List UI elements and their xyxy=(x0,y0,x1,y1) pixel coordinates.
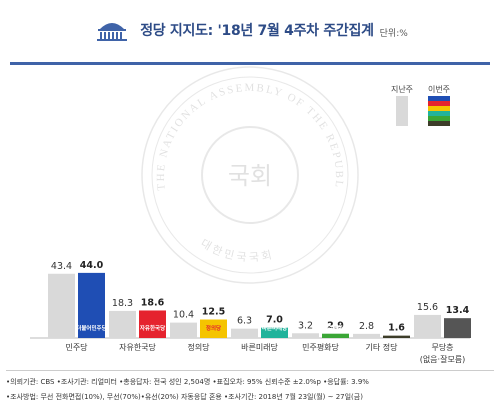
value-label-this-week: 44.0 xyxy=(80,260,104,271)
survey-notes: •의뢰기관: CBS •조사기관: 리얼미터 •총응답자: 전국 성인 2,50… xyxy=(6,370,494,410)
legend-color-band xyxy=(428,121,450,126)
bar-this-week xyxy=(261,327,288,338)
value-label-last-week: 10.4 xyxy=(173,310,194,321)
value-label-this-week: 2.9 xyxy=(327,321,344,332)
bar-last-week xyxy=(48,273,75,338)
category-label: 자유한국당 xyxy=(119,342,156,352)
header-divider xyxy=(10,62,490,65)
legend-this-week-swatch xyxy=(428,96,450,126)
bar-last-week xyxy=(231,328,258,338)
svg-text:THE NATIONAL ASSEMBLY OF THE R: THE NATIONAL ASSEMBLY OF THE REPUBLIC OF… xyxy=(0,0,345,191)
value-label-this-week: 1.6 xyxy=(388,323,405,334)
header: 정당 지지도: '18년 7월 4주차 주간집계 단위:% xyxy=(0,0,500,60)
watermark-seal: THE NATIONAL ASSEMBLY OF THE REPUBLIC OF… xyxy=(0,0,359,284)
bar-this-week xyxy=(200,319,227,338)
watermark-center-text: 국회 xyxy=(228,162,272,190)
category-label: 무당층 xyxy=(431,342,453,352)
value-label-this-week: 12.5 xyxy=(202,307,225,318)
party-logo-text: 더불어민주당 xyxy=(76,324,106,332)
party-logo-text: 정의당 xyxy=(206,324,221,332)
category-label: 민주당 xyxy=(65,342,88,352)
category-note-label: (없음·잘모름) xyxy=(420,355,466,364)
bar-this-week xyxy=(444,318,471,338)
watermark-ring-text: THE NATIONAL ASSEMBLY OF THE REPUBLIC OF… xyxy=(0,0,343,191)
value-label-last-week: 43.4 xyxy=(51,261,72,272)
notes-line-2: •조사방법: 무선 전화면접(10%), 무선(70%)•유선(20%) 자동응… xyxy=(6,393,363,401)
value-label-this-week: 18.6 xyxy=(141,297,165,308)
value-label-last-week: 2.8 xyxy=(359,321,374,332)
bar-this-week xyxy=(78,272,105,338)
value-label-last-week: 3.2 xyxy=(298,320,313,331)
category-label: 정의당 xyxy=(187,342,210,352)
category-label: 기타 정당 xyxy=(366,342,399,352)
legend-last-week-label: 지난주 xyxy=(391,85,413,94)
value-label-this-week: 13.4 xyxy=(446,305,470,316)
party-logo-text: 자유한국당 xyxy=(140,324,165,332)
legend-color-band xyxy=(428,106,450,111)
chart-area: THE NATIONAL ASSEMBLY OF THE REPUBLIC OF… xyxy=(0,0,471,364)
bar-last-week xyxy=(292,333,319,338)
legend-this-week-label: 이번주 xyxy=(428,84,450,94)
value-label-last-week: 6.3 xyxy=(237,316,252,327)
legend-color-band xyxy=(428,96,450,101)
party-logo-text: 바른미래당 xyxy=(262,324,287,332)
legend-color-band xyxy=(428,116,450,121)
bar-last-week xyxy=(414,314,441,338)
bar-this-week xyxy=(139,310,166,338)
legend: 지난주 이번주 xyxy=(391,84,450,126)
assembly-building-icon xyxy=(97,23,128,41)
bar-last-week xyxy=(170,322,197,338)
page-title: 정당 지지도: '18년 7월 4주차 주간집계 xyxy=(140,23,374,39)
bar-last-week xyxy=(109,310,136,338)
legend-color-band xyxy=(428,111,450,116)
value-label-this-week: 7.0 xyxy=(266,315,283,326)
svg-text:대한민국국회: 대한민국국회 xyxy=(198,237,276,265)
party-logo-text: 민주평화당 xyxy=(323,324,348,332)
legend-last-week-swatch xyxy=(396,96,408,126)
category-label: 민주평화당 xyxy=(302,342,339,352)
bar-last-week xyxy=(353,333,380,338)
category-label: 바른미래당 xyxy=(241,342,278,352)
watermark-bottom-text: 대한민국국회 xyxy=(198,237,273,265)
legend-color-band xyxy=(428,101,450,106)
bar-this-week xyxy=(383,335,410,338)
notes-line-1: •의뢰기관: CBS •조사기관: 리얼미터 •총응답자: 전국 성인 2,50… xyxy=(6,378,369,386)
value-label-last-week: 15.6 xyxy=(417,302,438,313)
unit-label: 단위:% xyxy=(379,28,408,39)
value-label-last-week: 18.3 xyxy=(112,298,133,309)
bar-this-week xyxy=(322,333,349,338)
